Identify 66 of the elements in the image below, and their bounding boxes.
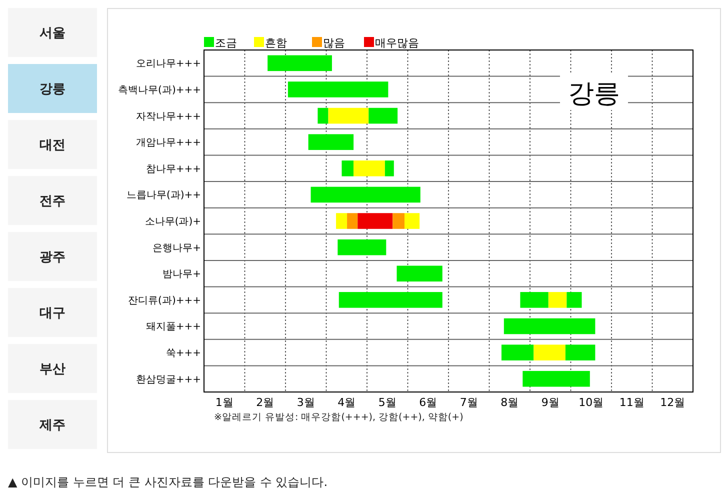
bar: [328, 108, 369, 124]
bar: [268, 55, 332, 72]
y-tick-label: 쑥+++: [166, 348, 201, 360]
x-tick-label: 3월: [296, 396, 315, 409]
x-tick-label: 1월: [215, 396, 234, 409]
category-label: 광주: [40, 250, 66, 265]
legend-label: 많음: [323, 36, 345, 50]
category-label: 전주: [40, 194, 66, 209]
bar: [288, 82, 388, 98]
y-tick-label: 잔디류(과)+++: [128, 295, 201, 306]
y-tick-label: 오리나무+++: [136, 58, 201, 70]
bar: [342, 160, 354, 176]
x-tick-label: 8월: [500, 396, 519, 409]
legend-label: 매우많음: [375, 36, 419, 50]
x-tick-label: 6월: [419, 396, 438, 409]
legend-label: 흔함: [265, 36, 287, 50]
x-tick-label: 12월: [660, 396, 686, 409]
bar: [534, 344, 566, 360]
bar: [338, 239, 386, 256]
bar: [565, 344, 596, 360]
bar: [548, 292, 567, 308]
bar: [310, 186, 420, 203]
y-tick-label: 환삼덩굴+++: [136, 374, 201, 386]
bar: [384, 160, 394, 176]
bar: [354, 160, 385, 176]
x-tick-label: 10월: [578, 396, 604, 409]
bar: [368, 108, 398, 124]
bar: [347, 213, 358, 229]
bar: [338, 292, 442, 308]
x-tick-label: 9월: [541, 396, 560, 409]
bar: [396, 266, 442, 282]
bar: [566, 292, 582, 308]
bar: [522, 370, 590, 387]
category-label: 대구: [40, 306, 66, 321]
legend-label: 조금: [215, 36, 237, 50]
category-label: 강릉: [40, 82, 66, 97]
text: ※알레르기 유발성: 매우강함(+++), 강함(++), 약함(+): [214, 412, 464, 423]
category-label: 제주: [38, 418, 66, 433]
bar: [404, 213, 420, 229]
y-tick-label: 은행나무+: [152, 242, 201, 254]
bar: [392, 213, 404, 229]
text: ▲ 이미지를 누르면 더 큰 사진자료를 다운받을 수 있습니다.: [8, 475, 328, 489]
bar: [358, 213, 393, 229]
bar: [318, 108, 328, 124]
text: 강릉: [568, 79, 620, 109]
x-tick-label: 7월: [460, 396, 478, 409]
category-label: 부산: [40, 362, 66, 377]
y-tick-label: 돼지풀+++: [146, 322, 201, 333]
x-tick-label: 4월: [338, 396, 356, 409]
y-tick-label: 참나무+++: [146, 164, 201, 175]
bar: [520, 292, 548, 308]
bar: [501, 344, 534, 360]
y-tick-label: 밤나무+: [162, 269, 201, 280]
x-tick-label: 5월: [378, 396, 396, 409]
category-label: 서울: [40, 26, 66, 41]
category-label: 대전: [40, 138, 66, 153]
x-tick-label: 11월: [619, 396, 644, 409]
y-tick-label: 자작나무+++: [136, 111, 201, 122]
bar: [336, 213, 348, 229]
x-tick-label: 2월: [256, 396, 274, 409]
bar: [504, 318, 596, 334]
bar: [308, 134, 354, 150]
y-tick-label: 측백나무(과)+++: [118, 84, 201, 96]
y-tick-label: 느릅나무(과)++: [126, 190, 201, 202]
y-tick-label: 개암나무+++: [136, 138, 201, 149]
y-tick-label: 소나무(과)+: [144, 216, 201, 228]
